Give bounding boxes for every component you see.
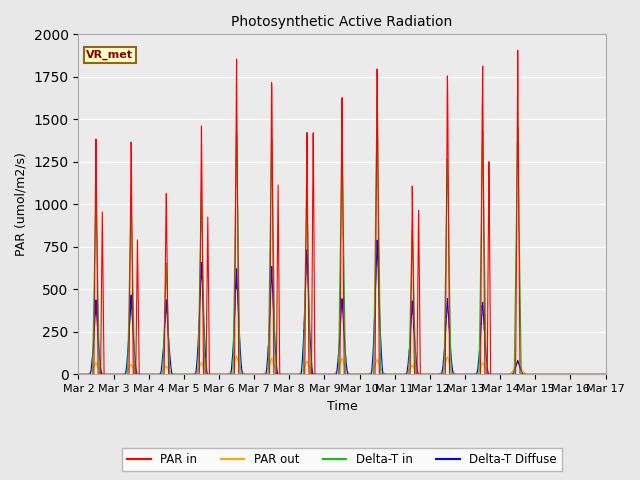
Title: Photosynthetic Active Radiation: Photosynthetic Active Radiation bbox=[232, 15, 452, 29]
Y-axis label: PAR (umol/m2/s): PAR (umol/m2/s) bbox=[15, 153, 28, 256]
Text: VR_met: VR_met bbox=[86, 50, 133, 60]
Legend: PAR in, PAR out, Delta-T in, Delta-T Diffuse: PAR in, PAR out, Delta-T in, Delta-T Dif… bbox=[122, 448, 562, 470]
X-axis label: Time: Time bbox=[326, 400, 357, 413]
